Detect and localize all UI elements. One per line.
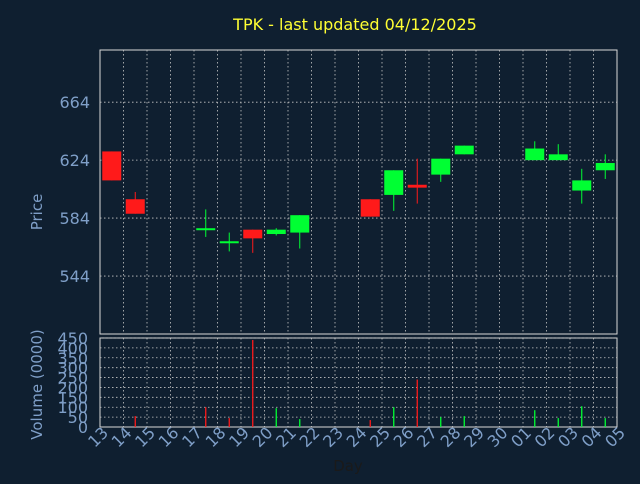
candle-19 (243, 229, 263, 253)
candle-01 (525, 141, 545, 161)
volume-tick-label: 350 (57, 349, 88, 368)
candle-body (196, 228, 216, 231)
candle-20 (266, 228, 286, 236)
candle-body (243, 229, 263, 239)
candle-body (102, 151, 122, 181)
candle-body (219, 241, 239, 244)
volume-tick-label: 50 (68, 408, 88, 427)
candle-body (525, 148, 545, 161)
candle-body (266, 229, 286, 235)
price-tick-label: 664 (59, 93, 90, 112)
volume-tick-label: 250 (57, 369, 88, 388)
volume-tick-label: 300 (57, 359, 88, 378)
candle-14 (125, 192, 145, 214)
candle-body (360, 199, 380, 217)
candle-13 (102, 151, 122, 181)
candle-body (431, 158, 451, 175)
price-axis-label: Price (28, 194, 46, 231)
volume-tick-label: 0 (78, 418, 88, 437)
candle-body (548, 154, 568, 161)
candle-17 (196, 209, 216, 237)
candle-27 (431, 158, 451, 182)
candle-02 (548, 144, 568, 161)
price-tick-label: 624 (59, 151, 90, 170)
candle-21 (290, 215, 310, 249)
x-axis-label: Day (333, 457, 363, 475)
candle-03 (572, 168, 592, 204)
candle-body (454, 145, 474, 155)
candle-body (384, 170, 404, 195)
candle-04 (595, 154, 615, 179)
candle-body (407, 184, 427, 188)
volume-tick-label: 150 (57, 388, 88, 407)
candle-18 (219, 232, 239, 252)
candle-26 (407, 158, 427, 204)
candle-body (290, 215, 310, 233)
volume-axis-label: Volume (0000) (28, 329, 46, 439)
candle-body (125, 199, 145, 214)
candle-body (595, 163, 615, 171)
volume-tick-label: 450 (57, 329, 88, 348)
price-tick-label: 544 (59, 267, 90, 286)
price-tick-label: 584 (59, 209, 90, 228)
volume-tick-label: 100 (57, 398, 88, 417)
price-panel: 544 584 624 664 Price (28, 49, 618, 335)
candle-body (572, 180, 592, 191)
volume-tick-label: 200 (57, 378, 88, 397)
volume-tick-label: 400 (57, 339, 88, 358)
candle-25 (384, 170, 404, 211)
chart-title: TPK - last updated 04/12/2025 (232, 15, 477, 34)
candle-24 (360, 199, 380, 217)
candle-28 (454, 145, 474, 155)
